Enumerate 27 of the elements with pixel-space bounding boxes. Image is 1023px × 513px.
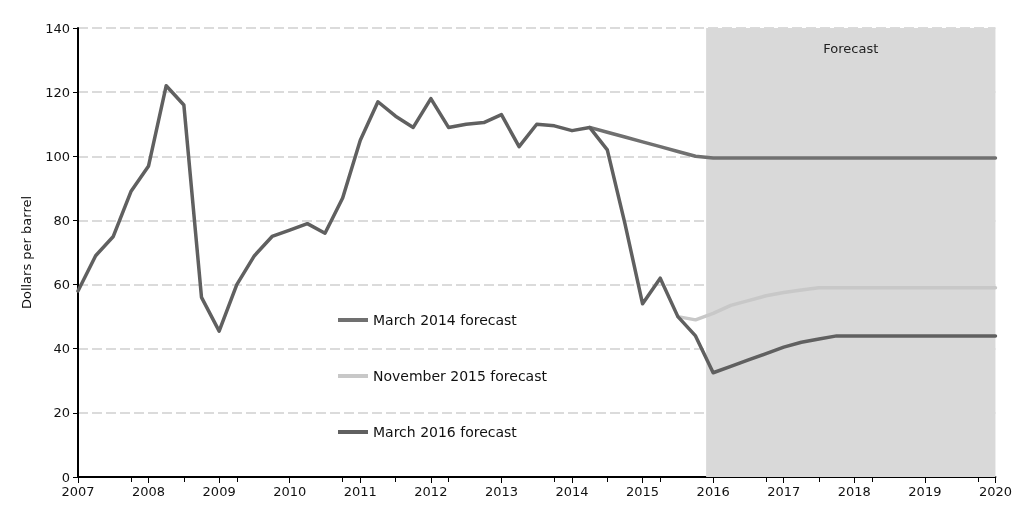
x-tick-label: 2014 [555,484,589,499]
x-tick-label: 2020 [978,484,1012,499]
y-tick-label: 140 [45,20,70,36]
y-tick-label: 120 [45,84,70,100]
x-tick-label: 2017 [767,484,801,499]
x-tick-label: 2010 [273,484,307,499]
x-tick-label: 2013 [484,484,518,499]
x-tick-label: 2009 [202,484,236,499]
x-tick-label: 2007 [61,484,95,499]
x-tick-label: 2015 [626,484,660,499]
x-tick-label: 2008 [132,484,166,499]
y-axis-title: Dollars per barrel [19,195,34,310]
y-tick-label: 0 [61,469,70,485]
x-tick-label: 2016 [696,484,730,499]
x-tick-label: 2018 [837,484,871,499]
x-tick-label: 2011 [343,484,377,499]
y-tick-label: 60 [53,277,70,293]
y-tick-label: 80 [53,212,70,228]
x-tick-label: 2012 [414,484,448,499]
band-label: Forecast [823,41,879,56]
x-tick-label: 2019 [908,484,942,499]
y-tick-label: 20 [53,405,70,421]
legend-label: March 2016 forecast [373,424,518,440]
y-tick-label: 40 [53,341,70,357]
legend-label: November 2015 forecast [373,368,548,384]
legend-label: March 2014 forecast [373,312,518,328]
y-tick-label: 100 [45,148,70,164]
